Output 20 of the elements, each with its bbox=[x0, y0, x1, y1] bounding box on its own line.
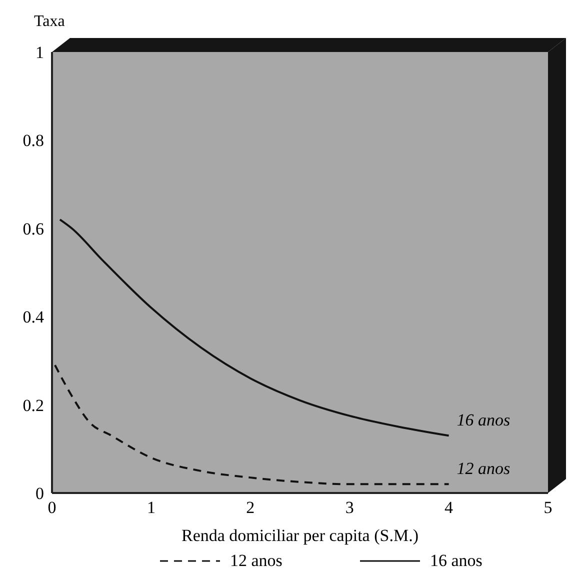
y-axis-title: Taxa bbox=[34, 13, 65, 30]
y-tick-label: 0.8 bbox=[22, 131, 44, 150]
text: 12 anos bbox=[456, 459, 510, 478]
x-tick-label: 2 bbox=[246, 498, 255, 517]
text: 16 anos bbox=[456, 410, 510, 430]
line-series bbox=[58, 218, 450, 437]
y-tick-label: 0.4 bbox=[22, 308, 44, 327]
x-tick-label: 0 bbox=[48, 498, 56, 517]
x-axis-title: Renda domiciliar per capita (S.M.) bbox=[182, 526, 418, 545]
legend-label: 16 anos bbox=[430, 551, 482, 570]
legend-label: 12 anos bbox=[230, 551, 282, 570]
y-tick-label: 0.2 bbox=[22, 396, 44, 415]
y-tick-label: 0.6 bbox=[22, 219, 44, 238]
y-tick-label: 0 bbox=[36, 484, 44, 503]
y-tick-label: 1 bbox=[36, 43, 44, 62]
x-tick-label: 1 bbox=[146, 498, 156, 517]
x-tick-label: 3 bbox=[345, 498, 354, 517]
x-tick-label: 5 bbox=[544, 498, 552, 517]
x-tick-label: 4 bbox=[444, 498, 454, 517]
line-series bbox=[54, 364, 450, 486]
